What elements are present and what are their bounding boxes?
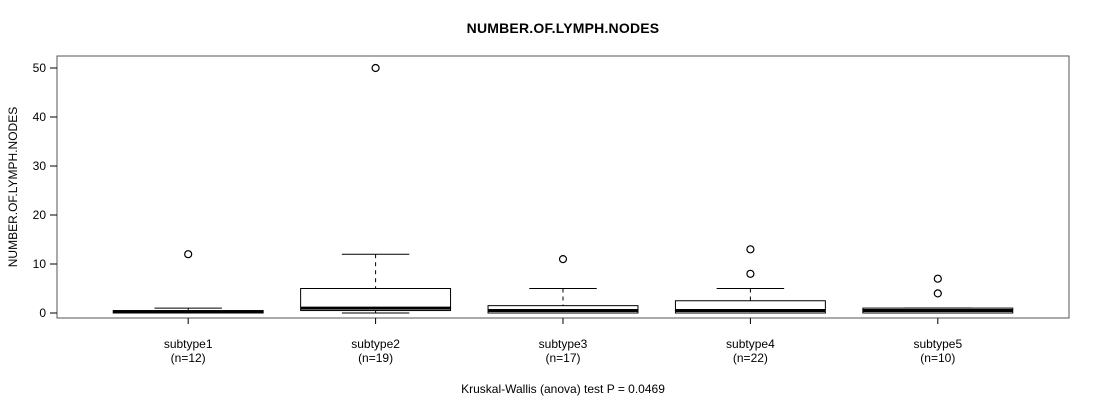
x-tick-sublabel-subtype2: (n=19) <box>358 351 393 365</box>
chart-title: NUMBER.OF.LYMPH.NODES <box>466 20 660 36</box>
x-tick-sublabel-subtype1: (n=12) <box>171 351 206 365</box>
x-tick-label-subtype4: subtype4 <box>726 337 775 351</box>
y-tick-label: 40 <box>33 110 47 124</box>
outlier-point-subtype2 <box>371 63 380 73</box>
x-tick-sublabel-subtype4: (n=22) <box>733 351 768 365</box>
y-tick-label: 20 <box>33 208 47 222</box>
x-tick-sublabel-subtype3: (n=17) <box>545 351 580 365</box>
outlier-point-subtype3 <box>558 255 568 264</box>
y-tick-label: 10 <box>33 257 47 271</box>
plot-frame <box>56 55 1070 319</box>
x-tick-label-subtype2: subtype2 <box>351 337 400 351</box>
x-tick-label-subtype1: subtype1 <box>164 337 213 351</box>
stat-test-caption: Kruskal-Wallis (anova) test P = 0.0469 <box>461 382 665 396</box>
outlier-point-subtype4 <box>746 245 755 254</box>
outlier-point-subtype5 <box>933 274 942 283</box>
x-tick-sublabel-subtype5: (n=10) <box>920 351 955 365</box>
outlier-point-subtype4 <box>746 269 755 278</box>
x-tick-label-subtype5: subtype5 <box>913 337 962 351</box>
y-tick-label: 30 <box>33 159 47 173</box>
outlier-point-subtype1 <box>184 250 193 259</box>
y-tick-label: 50 <box>33 61 47 75</box>
outlier-point-subtype5 <box>933 289 942 298</box>
box-subtype2 <box>300 288 452 312</box>
x-tick-label-subtype3: subtype3 <box>539 337 588 351</box>
y-tick-label: 0 <box>39 306 46 320</box>
